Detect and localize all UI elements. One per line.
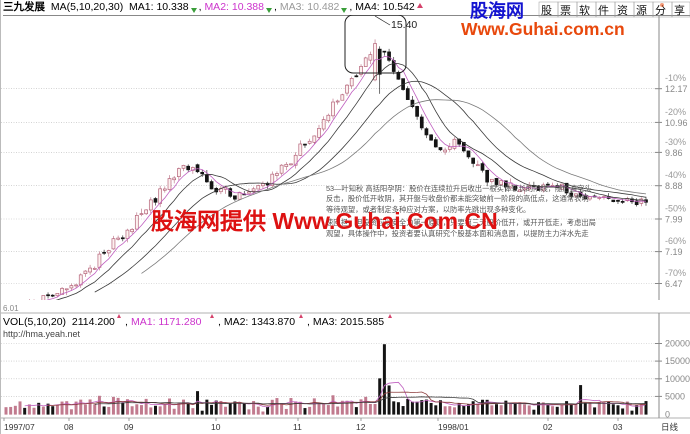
svg-text:-60%: -60%	[665, 236, 686, 246]
svg-text:, MA3: 2015.585: , MA3: 2015.585	[307, 316, 384, 328]
svg-text:9.86: 9.86	[665, 148, 683, 158]
svg-text:日线: 日线	[661, 422, 679, 432]
svg-text:53—叶知秋 高括阳孕阴：股价在连续拉升后收出一根实体较长的: 53—叶知秋 高括阳孕阴：股价在连续拉升后收出一根实体较长的阳线，随后遍空头	[326, 184, 592, 193]
svg-text:6.01: 6.01	[3, 304, 19, 313]
svg-text:MA1: 1171.280: MA1: 1171.280	[131, 316, 202, 328]
svg-text:股海网提供 Www.Guhai.Com.CN: 股海网提供 Www.Guhai.Com.CN	[151, 208, 498, 234]
svg-text:09: 09	[124, 422, 134, 432]
svg-text:-30%: -30%	[665, 137, 686, 147]
svg-text:15.40: 15.40	[391, 19, 417, 31]
svg-text:02: 02	[543, 422, 553, 432]
svg-text:-20%: -20%	[665, 107, 686, 117]
svg-text:反击，股价低开收阴，其开盤与收盘价都未能突破前一阶段的高低点: 反击，股价低开收阴，其开盤与收盘价都未能突破前一阶段的高低点，这通常表明	[326, 194, 589, 203]
svg-text:20000: 20000	[665, 339, 690, 349]
svg-text:7.99: 7.99	[665, 215, 683, 225]
svg-text:-50%: -50%	[665, 204, 686, 214]
svg-text:08: 08	[64, 422, 74, 432]
svg-text:12.17: 12.17	[665, 84, 688, 94]
svg-text:, MA2: 1343.870: , MA2: 1343.870	[218, 316, 295, 328]
svg-text:15000: 15000	[665, 356, 690, 366]
svg-text:5000: 5000	[665, 391, 685, 401]
svg-text:1998/01: 1998/01	[438, 422, 469, 432]
svg-text:10000: 10000	[665, 374, 690, 384]
svg-text:VOL(5,10,20) 2114.200: VOL(5,10,20) 2114.200	[3, 316, 115, 328]
svg-text:6.47: 6.47	[665, 279, 683, 289]
svg-text:-70%: -70%	[665, 268, 686, 278]
svg-text:,: ,	[125, 316, 128, 328]
svg-text:http://hma.yeah.net: http://hma.yeah.net	[3, 329, 81, 339]
svg-text:8.88: 8.88	[665, 181, 683, 191]
svg-text:10: 10	[211, 422, 221, 432]
svg-text:12: 12	[356, 422, 366, 432]
svg-text:-40%: -40%	[665, 170, 686, 180]
svg-text:7.19: 7.19	[665, 247, 683, 257]
svg-text:10.96: 10.96	[665, 118, 688, 128]
svg-text:-10%: -10%	[665, 73, 686, 83]
svg-text:11: 11	[293, 422, 302, 432]
svg-text:1997/07: 1997/07	[4, 422, 35, 432]
svg-text:03: 03	[613, 422, 623, 432]
